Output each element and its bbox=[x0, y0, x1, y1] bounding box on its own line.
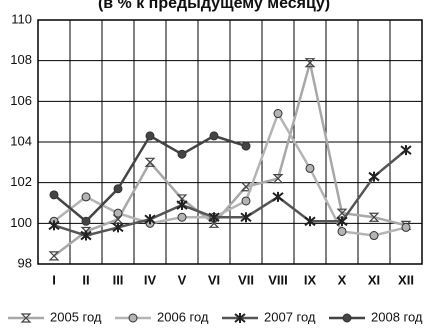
legend-label: 2005 год bbox=[50, 309, 102, 324]
x-tick-label: II bbox=[82, 272, 89, 287]
point bbox=[81, 192, 91, 202]
x-tick-label: I bbox=[52, 272, 56, 287]
point bbox=[368, 171, 380, 182]
legend-label: 2006 год bbox=[157, 309, 209, 324]
y-tick-label: 106 bbox=[10, 93, 32, 108]
series-line bbox=[53, 149, 407, 237]
legend-label: 2007 год bbox=[264, 309, 316, 324]
x-tick-label: XI bbox=[368, 272, 380, 287]
point bbox=[49, 190, 59, 200]
point bbox=[240, 182, 252, 192]
x-tick-label: IV bbox=[144, 272, 157, 287]
point bbox=[241, 196, 251, 206]
point bbox=[177, 212, 187, 222]
point bbox=[209, 131, 219, 141]
point bbox=[240, 212, 252, 223]
chart-title: (в % к предыдущему месяцу) bbox=[98, 0, 330, 12]
x-tick-label: VI bbox=[208, 272, 220, 287]
series-line bbox=[53, 110, 407, 237]
point bbox=[81, 216, 91, 226]
point bbox=[145, 131, 155, 141]
point bbox=[400, 145, 412, 156]
y-tick-label: 102 bbox=[10, 174, 32, 189]
point bbox=[368, 212, 380, 222]
x-tick-label: VIII bbox=[268, 272, 288, 287]
point bbox=[304, 58, 316, 68]
legend-marker bbox=[20, 313, 32, 323]
point bbox=[305, 163, 315, 173]
x-tick-label: III bbox=[113, 272, 124, 287]
point bbox=[113, 208, 123, 218]
point bbox=[337, 226, 347, 236]
y-tick-label: 100 bbox=[10, 215, 32, 230]
point bbox=[177, 149, 187, 159]
series-line bbox=[53, 134, 247, 223]
point bbox=[176, 200, 188, 211]
point bbox=[272, 191, 284, 202]
legend-marker bbox=[234, 313, 246, 323]
point bbox=[401, 222, 411, 232]
legend-marker bbox=[128, 313, 138, 323]
point bbox=[336, 216, 348, 227]
point bbox=[144, 157, 156, 167]
point bbox=[48, 220, 60, 231]
x-tick-label: V bbox=[178, 272, 187, 287]
legend-label: 2008 год bbox=[371, 309, 423, 324]
x-tick-label: VII bbox=[238, 272, 254, 287]
y-tick-label: 110 bbox=[11, 11, 32, 26]
point bbox=[241, 141, 251, 151]
x-tick-label: X bbox=[338, 272, 347, 287]
point bbox=[48, 251, 60, 261]
x-tick-label: XII bbox=[398, 272, 414, 287]
y-tick-label: 104 bbox=[10, 133, 32, 148]
legend-marker bbox=[342, 313, 352, 323]
point bbox=[112, 222, 124, 233]
point bbox=[113, 184, 123, 194]
y-tick-label: 98 bbox=[18, 255, 32, 270]
point bbox=[369, 231, 379, 241]
point bbox=[272, 174, 284, 184]
point bbox=[208, 212, 220, 223]
point bbox=[80, 230, 92, 241]
y-tick-label: 108 bbox=[10, 52, 32, 67]
x-tick-label: IX bbox=[304, 272, 317, 287]
point bbox=[304, 216, 316, 227]
point bbox=[144, 214, 156, 225]
point bbox=[273, 109, 283, 119]
